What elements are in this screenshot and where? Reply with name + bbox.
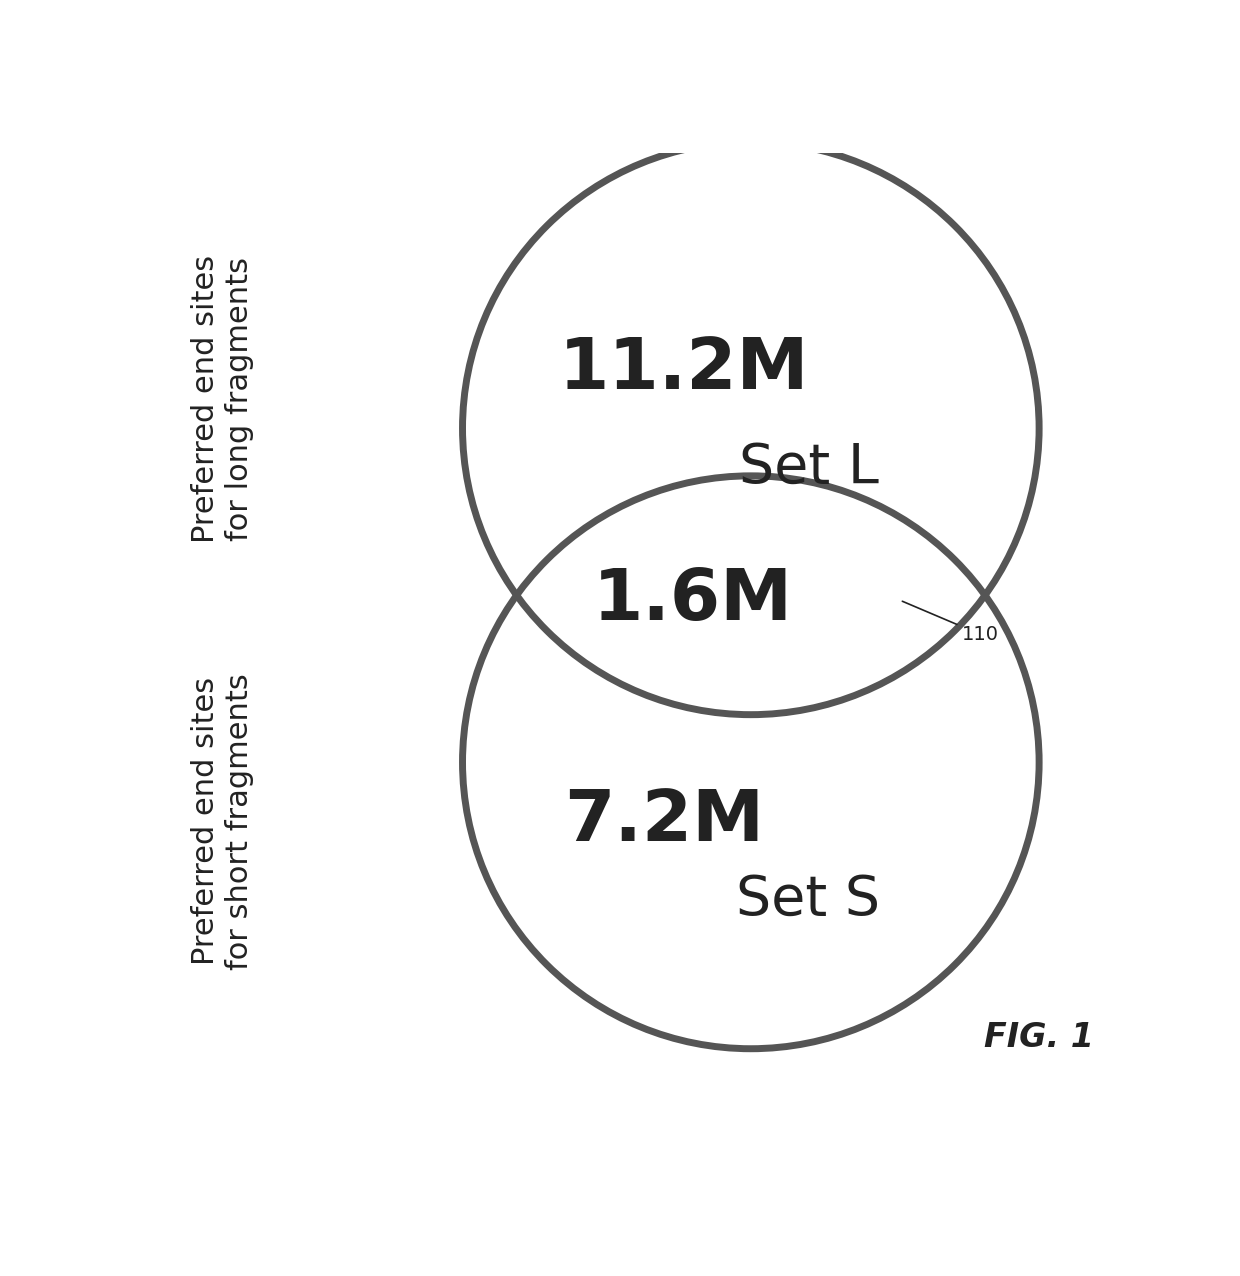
Text: 110: 110: [903, 601, 999, 644]
Text: 1.6M: 1.6M: [593, 565, 794, 634]
Text: Set L: Set L: [739, 440, 878, 495]
Text: FIG. 1: FIG. 1: [985, 1021, 1094, 1054]
Text: Preferred end sites
for short fragments: Preferred end sites for short fragments: [191, 672, 253, 970]
Text: Set S: Set S: [737, 873, 880, 926]
Text: 7.2M: 7.2M: [564, 787, 764, 856]
Text: Preferred end sites
for long fragments: Preferred end sites for long fragments: [191, 255, 253, 542]
Text: 11.2M: 11.2M: [558, 334, 808, 403]
